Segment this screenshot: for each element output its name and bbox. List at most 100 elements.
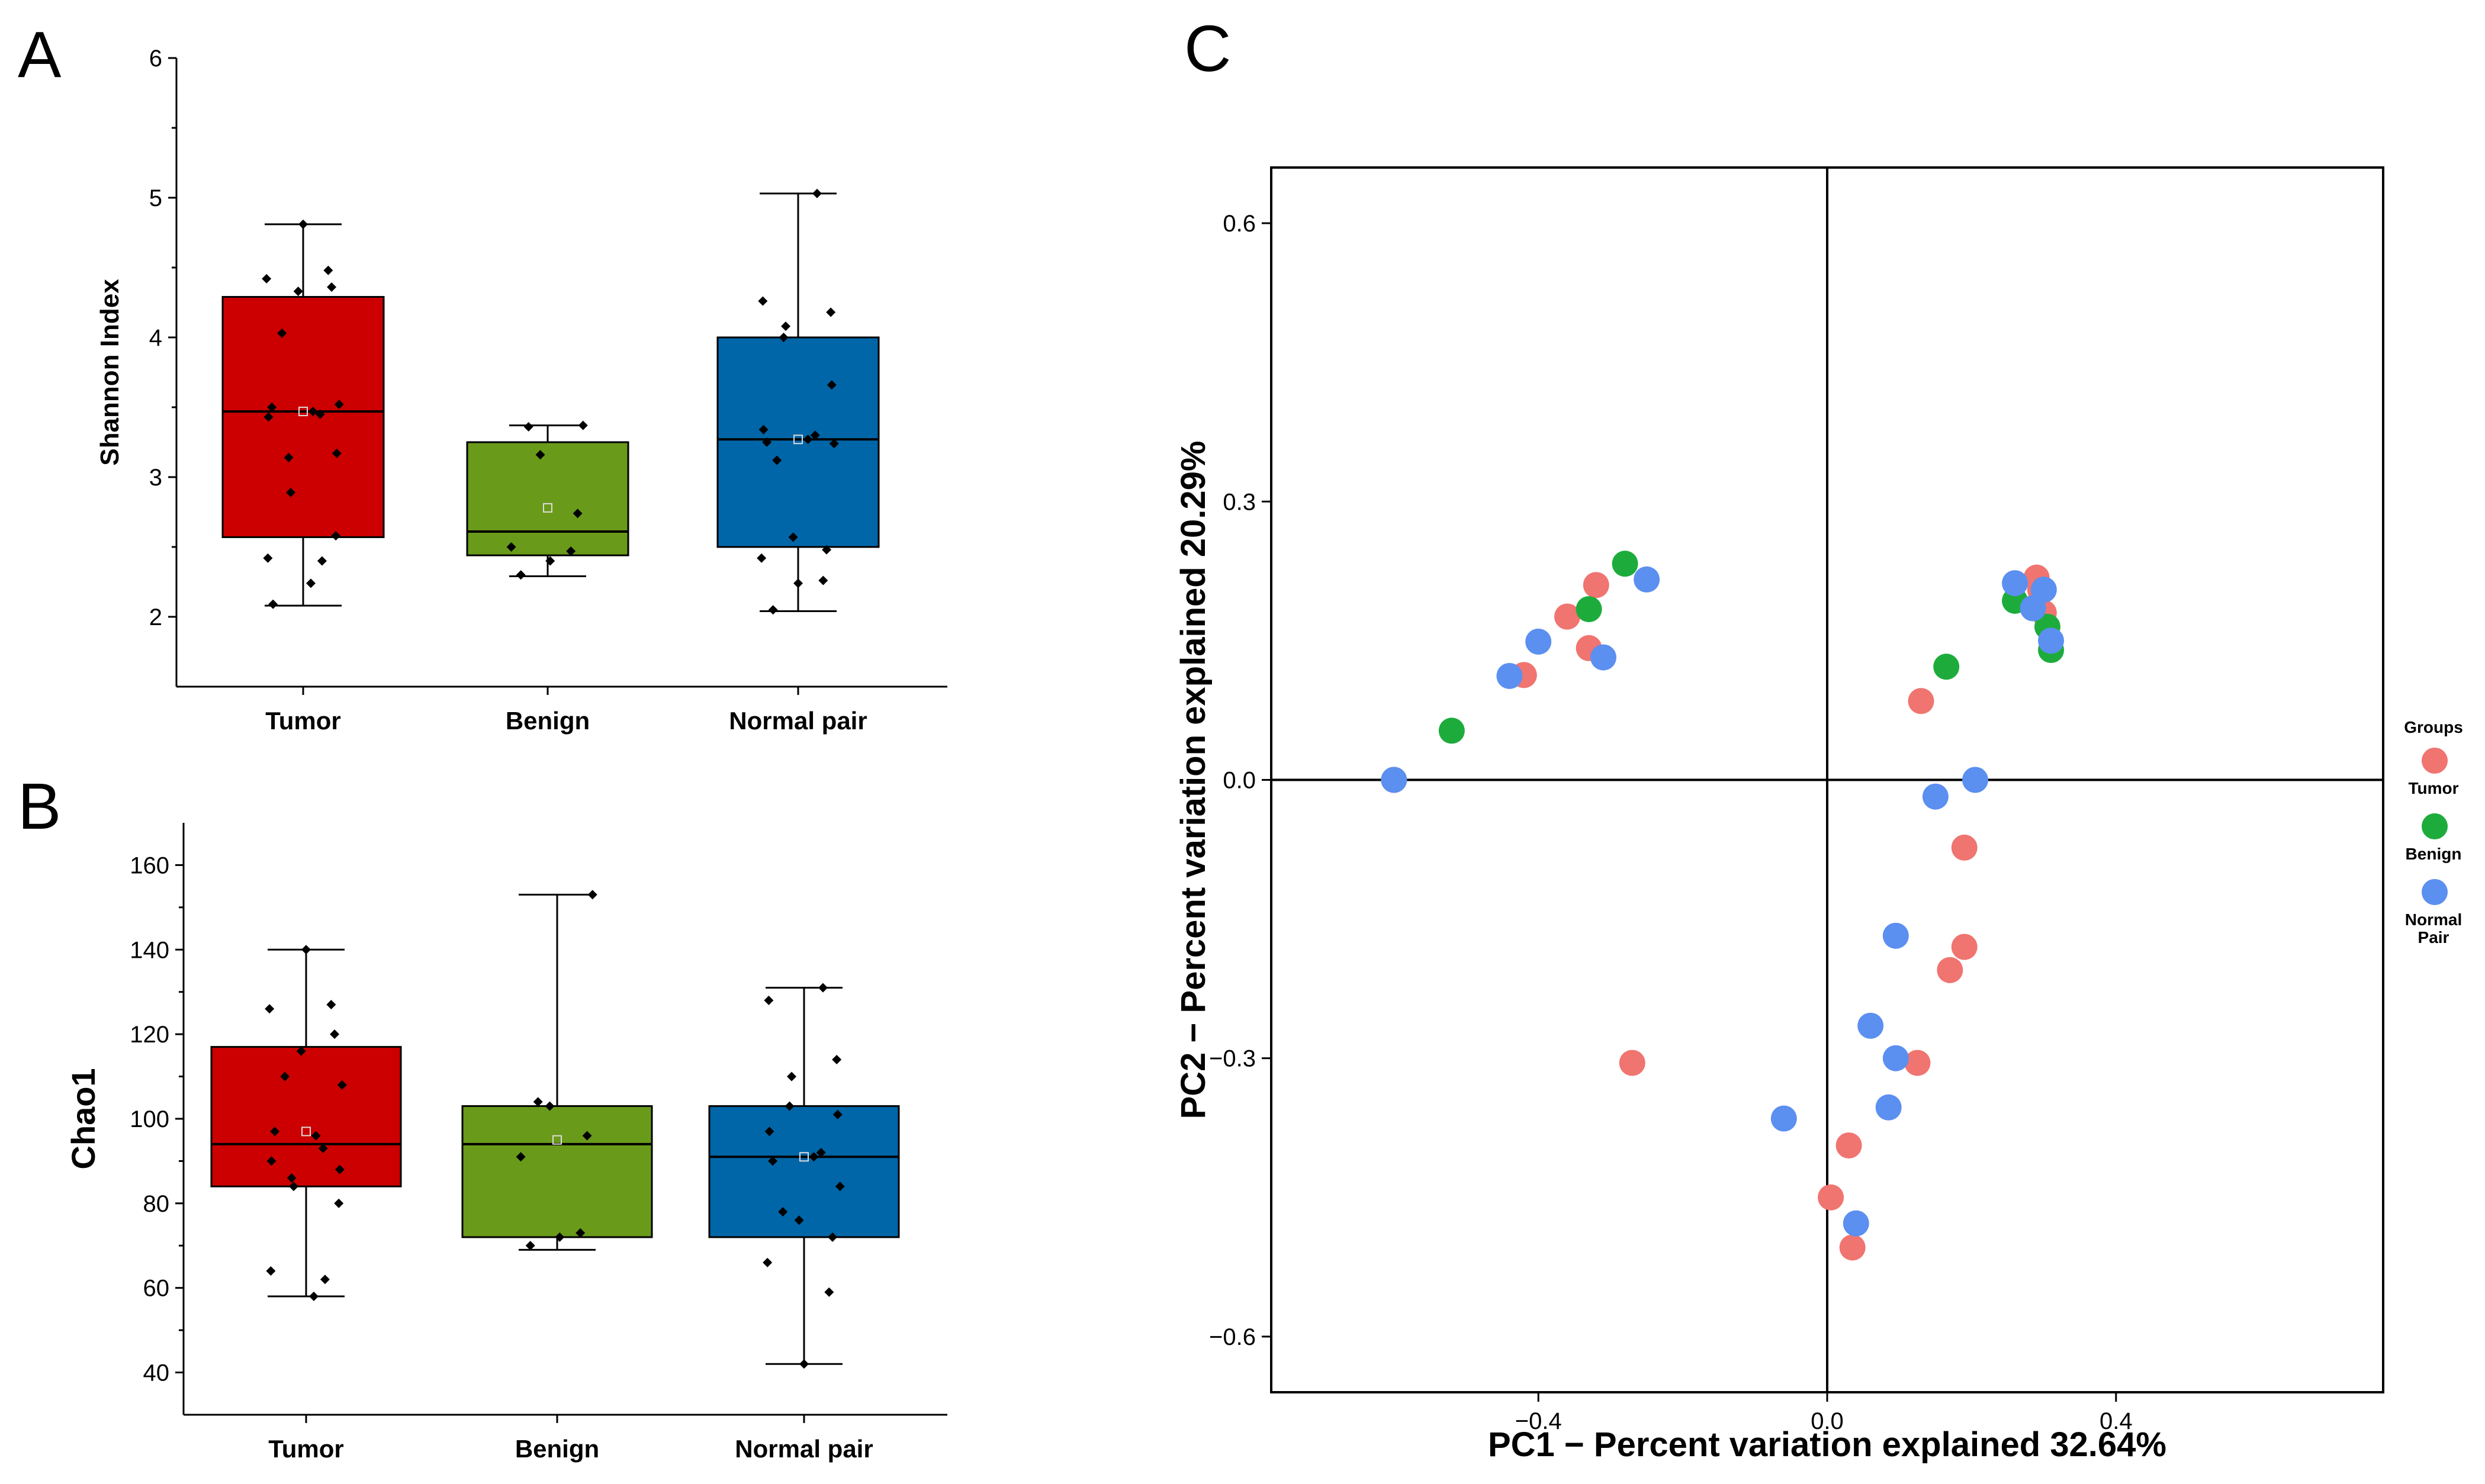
panel-a-box-tumor	[221, 296, 385, 538]
panel-b-point-normal-pair	[778, 1207, 788, 1217]
panel-b-point-benign	[516, 1152, 526, 1162]
panel-b-point-tumor	[265, 1004, 275, 1014]
panel-b-point-tumor	[301, 945, 311, 955]
panel-b-point-normal-pair	[785, 1101, 795, 1111]
panel-a-mean-tumor	[298, 407, 308, 417]
panel-label-c: C	[1184, 12, 1231, 85]
panel-b-x-tick-label-benign: Benign	[515, 1435, 599, 1463]
panel-c-point-tumor	[1619, 1050, 1645, 1076]
panel-c-legend-label-normal-pair: Normal Pair	[2405, 910, 2462, 947]
panel-c-x-tick-label: 0.0	[1811, 1408, 1844, 1434]
panel-a-point-tumor	[334, 400, 344, 410]
panel-c-y-axis-title: PC2 − Percent variation explained 20.29%	[1174, 440, 1213, 1119]
panel-a-point-benign	[535, 450, 545, 460]
panel-b-point-normal-pair	[764, 1126, 774, 1137]
panel-a-point-tumor	[285, 487, 295, 497]
panel-a-point-normal-pair	[758, 296, 768, 306]
panel-b-point-normal-pair	[835, 1182, 845, 1192]
panel-c-point-benign	[1612, 551, 1638, 577]
panel-a-point-tumor	[293, 287, 303, 297]
panel-a-point-normal-pair	[781, 321, 791, 331]
panel-b-x-tick-label-tumor: Tumor	[268, 1435, 344, 1463]
panel-b-point-tumor	[266, 1156, 277, 1166]
panel-b-point-normal-pair	[824, 1287, 834, 1297]
panel-a-x-tick-label-benign: Benign	[506, 707, 590, 735]
panel-b-point-normal-pair	[787, 1071, 797, 1081]
panel-a-point-tumor	[308, 407, 318, 417]
panel-b-y-tick-label: 80	[143, 1191, 170, 1217]
panel-a-x-tick-label-tumor: Tumor	[265, 707, 341, 735]
panel-b-boxplot: 40 60 80 100 120 140 160 Chao1 Tumor Benign Normal…	[65, 823, 947, 1463]
panel-a-point-normal-pair	[803, 434, 813, 445]
panel-a-point-tumor	[298, 219, 308, 229]
panel-c-y-tick-label: 0.6	[1223, 211, 1256, 237]
panel-a-point-normal-pair	[810, 430, 820, 440]
panel-c-point-normal-pair	[1962, 767, 1988, 793]
panel-b-point-normal-pair	[794, 1215, 804, 1225]
panel-c-x-axis-title: PC1 − Percent variation explained 32.64%	[1488, 1425, 2166, 1464]
panel-b-point-benign	[545, 1101, 555, 1111]
panel-b-point-tumor	[320, 1274, 330, 1285]
panel-a-point-tumor	[306, 578, 316, 588]
panel-a-point-normal-pair	[772, 455, 782, 465]
panel-b-box-tumor	[210, 1046, 402, 1187]
panel-c-point-tumor	[1818, 1184, 1844, 1211]
panel-b-y-tick-label: 160	[130, 852, 169, 878]
panel-a-point-tumor	[323, 265, 333, 275]
panel-b-point-tumor	[287, 1173, 297, 1183]
panel-c-point-normal-pair	[1770, 1105, 1797, 1132]
panel-c-point-tumor	[1835, 1132, 1862, 1159]
panel-a-point-benign	[506, 542, 516, 552]
panel-b-point-tumor	[280, 1071, 290, 1081]
panel-c-point-normal-pair	[1922, 783, 1949, 810]
panel-c-point-normal-pair	[1882, 1045, 1909, 1071]
panel-b-point-normal-pair	[768, 1156, 778, 1166]
panel-a-point-normal-pair	[757, 553, 767, 563]
panel-c-point-tumor	[1839, 1234, 1866, 1261]
panel-b-point-normal-pair	[816, 1148, 826, 1158]
panel-c-point-normal-pair	[2002, 570, 2028, 597]
panel-a-point-normal-pair	[793, 578, 803, 588]
panel-c-point-benign	[1933, 654, 1960, 680]
panel-c-point-normal-pair	[1843, 1210, 1869, 1237]
panel-c-point-normal-pair	[1496, 662, 1523, 689]
panel-b-y-tick-label: 100	[130, 1106, 169, 1132]
panel-b-point-tumor	[326, 1000, 336, 1010]
panel-a-point-normal-pair	[762, 437, 772, 447]
panel-c-point-normal-pair	[1875, 1094, 1902, 1121]
panel-a-point-normal-pair	[818, 575, 828, 585]
panel-c-legend-marker-normal-pair	[2422, 879, 2448, 905]
panel-c-pca-scatter: −0.4 0.0 0.4 −0.6 −0.3 0.0 0.3 0.6 PC1 − Percent…	[1174, 166, 2463, 1464]
panel-a-point-tumor	[327, 282, 337, 292]
panel-b-point-tumor	[334, 1198, 344, 1208]
panel-a-point-tumor	[317, 556, 327, 566]
panel-a-point-tumor	[284, 452, 294, 462]
panel-c-legend-title: Groups	[2404, 718, 2463, 736]
panel-a-point-tumor	[267, 403, 277, 412]
panel-c-point-tumor	[1904, 1050, 1931, 1076]
panel-b-point-normal-pair	[818, 983, 828, 993]
panel-b-box-benign	[461, 1105, 653, 1238]
panel-c-x-tick-label: −0.4	[1515, 1408, 1562, 1434]
panel-c-point-tumor	[1908, 688, 1934, 714]
panel-c-point-normal-pair	[1525, 628, 1552, 655]
panel-b-point-normal-pair	[764, 996, 774, 1005]
panel-b-point-tumor	[288, 1182, 298, 1192]
panel-a-point-tumor	[331, 531, 341, 541]
panel-a-y-tick-label: 5	[149, 185, 162, 211]
panel-b-point-tumor	[318, 1144, 328, 1153]
panel-c-point-tumor	[1583, 572, 1609, 598]
panel-c-legend-marker-tumor	[2422, 748, 2448, 774]
panel-a-point-benign	[523, 422, 533, 432]
panel-b-point-normal-pair	[809, 1152, 819, 1162]
panel-a-box-benign	[466, 441, 629, 556]
panel-a-point-normal-pair	[779, 333, 789, 342]
panel-c-x-tick-label: 0.4	[2100, 1408, 2133, 1434]
panel-a-point-benign	[516, 570, 526, 580]
panel-a-point-benign	[545, 556, 555, 566]
panel-b-point-normal-pair	[763, 1257, 773, 1267]
panel-a-point-benign	[566, 546, 576, 556]
panel-b-point-tumor	[311, 1131, 321, 1141]
panel-c-legend-label-tumor: Tumor	[2408, 779, 2458, 797]
